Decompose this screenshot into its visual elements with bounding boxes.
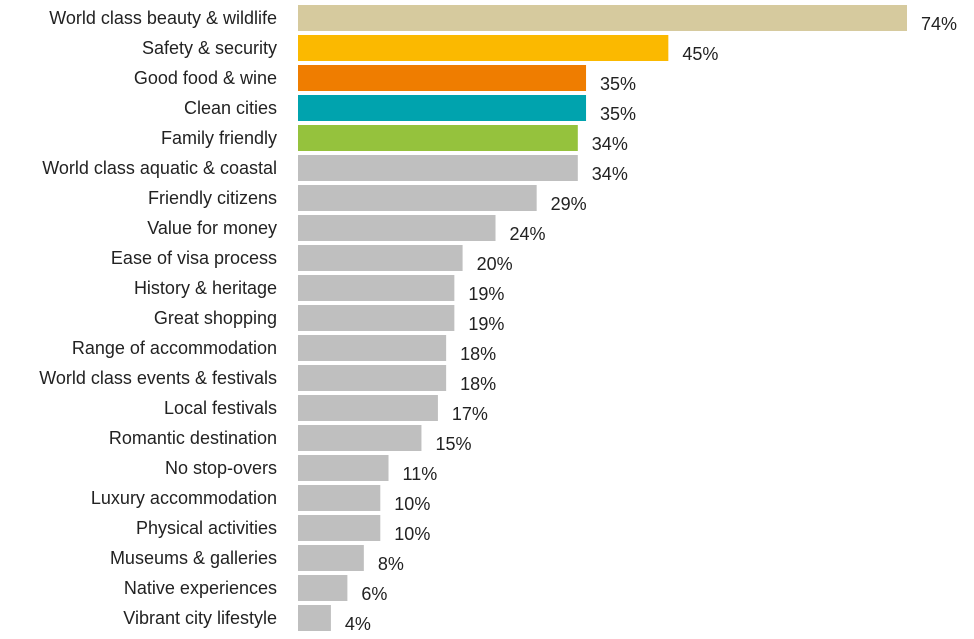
- value-label-clean-cities: 35%: [600, 104, 636, 124]
- bar-range-of-accommodation: [298, 335, 447, 361]
- value-label-world-class-beauty-and-wildlife: 74%: [921, 14, 957, 34]
- category-label-world-class-events-and-festivals: World class events & festivals: [39, 368, 277, 388]
- category-label-clean-cities: Clean cities: [184, 98, 277, 118]
- value-label-romantic-destination: 15%: [435, 434, 471, 454]
- bar-ease-of-visa-process: [298, 245, 463, 271]
- bar-romantic-destination: [298, 425, 422, 451]
- bar-family-friendly: [298, 125, 578, 151]
- bar-world-class-aquatic-and-coastal: [298, 155, 578, 181]
- category-label-romantic-destination: Romantic destination: [109, 428, 277, 448]
- value-label-world-class-aquatic-and-coastal: 34%: [592, 164, 628, 184]
- bar-history-and-heritage: [298, 275, 455, 301]
- category-label-native-experiences: Native experiences: [124, 578, 277, 598]
- value-label-local-festivals: 17%: [452, 404, 488, 424]
- bar-world-class-events-and-festivals: [298, 365, 447, 391]
- value-label-ease-of-visa-process: 20%: [477, 254, 513, 274]
- category-label-safety-and-security: Safety & security: [142, 38, 277, 58]
- value-label-good-food-and-wine: 35%: [600, 74, 636, 94]
- bars: [298, 5, 907, 631]
- bar-world-class-beauty-and-wildlife: [298, 5, 907, 31]
- value-label-native-experiences: 6%: [361, 584, 387, 604]
- category-label-good-food-and-wine: Good food & wine: [134, 68, 277, 88]
- value-label-great-shopping: 19%: [468, 314, 504, 334]
- category-labels: World class beauty & wildlife Safety & se…: [39, 8, 277, 628]
- category-label-great-shopping: Great shopping: [154, 308, 277, 328]
- bar-vibrant-city-lifestyle: [298, 605, 331, 631]
- bar-friendly-citizens: [298, 185, 537, 211]
- category-label-range-of-accommodation: Range of accommodation: [72, 338, 277, 358]
- value-label-family-friendly: 34%: [592, 134, 628, 154]
- value-label-friendly-citizens: 29%: [551, 194, 587, 214]
- value-label-range-of-accommodation: 18%: [460, 344, 496, 364]
- bar-native-experiences: [298, 575, 348, 601]
- category-label-museums-and-galleries: Museums & galleries: [110, 548, 277, 568]
- value-label-luxury-accommodation: 10%: [394, 494, 430, 514]
- category-label-family-friendly: Family friendly: [161, 128, 277, 148]
- value-label-value-for-money: 24%: [510, 224, 546, 244]
- category-label-vibrant-city-lifestyle: Vibrant city lifestyle: [123, 608, 277, 628]
- bar-luxury-accommodation: [298, 485, 381, 511]
- value-label-history-and-heritage: 19%: [468, 284, 504, 304]
- bar-no-stop-overs: [298, 455, 389, 481]
- category-label-history-and-heritage: History & heritage: [134, 278, 277, 298]
- category-label-luxury-accommodation: Luxury accommodation: [91, 488, 277, 508]
- value-label-world-class-events-and-festivals: 18%: [460, 374, 496, 394]
- bar-value-for-money: [298, 215, 496, 241]
- category-label-physical-activities: Physical activities: [136, 518, 277, 538]
- category-label-value-for-money: Value for money: [147, 218, 277, 238]
- value-label-museums-and-galleries: 8%: [378, 554, 404, 574]
- value-labels: 74%45%35%35%34%34%29%24%20%19%19%18%18%1…: [345, 14, 957, 634]
- category-label-world-class-aquatic-and-coastal: World class aquatic & coastal: [42, 158, 277, 178]
- value-label-physical-activities: 10%: [394, 524, 430, 544]
- category-label-world-class-beauty-and-wildlife: World class beauty & wildlife: [49, 8, 277, 28]
- bar-clean-cities: [298, 95, 587, 121]
- category-label-no-stop-overs: No stop-overs: [165, 458, 277, 478]
- bar-museums-and-galleries: [298, 545, 364, 571]
- bar-physical-activities: [298, 515, 381, 541]
- category-label-friendly-citizens: Friendly citizens: [148, 188, 277, 208]
- bar-great-shopping: [298, 305, 455, 331]
- category-label-local-festivals: Local festivals: [164, 398, 277, 418]
- value-label-no-stop-overs: 11%: [403, 464, 438, 484]
- value-label-vibrant-city-lifestyle: 4%: [345, 614, 371, 634]
- value-label-safety-and-security: 45%: [682, 44, 718, 64]
- bar-good-food-and-wine: [298, 65, 587, 91]
- bar-safety-and-security: [298, 35, 669, 61]
- category-label-ease-of-visa-process: Ease of visa process: [111, 248, 277, 268]
- bar-local-festivals: [298, 395, 438, 421]
